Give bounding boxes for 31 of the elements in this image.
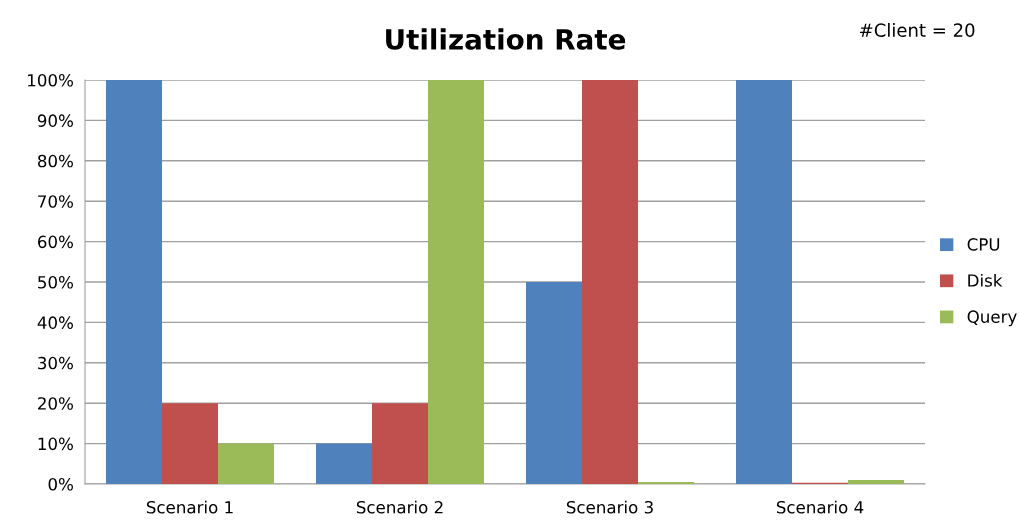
bar	[106, 80, 162, 484]
bar	[736, 80, 792, 484]
legend-label: CPU	[967, 238, 1000, 251]
y-tick-label: 50%	[38, 275, 73, 289]
bar	[526, 282, 582, 484]
bar	[218, 443, 274, 484]
bar	[372, 403, 428, 484]
y-tick-label: 0%	[48, 477, 73, 491]
x-tick-label: Scenario 2	[356, 500, 443, 514]
y-tick-label: 90%	[37, 114, 73, 127]
y-tick-label: 20%	[38, 397, 73, 410]
x-tick-label: Scenario 4	[776, 500, 864, 514]
y-tick-label: 40%	[37, 316, 73, 329]
x-tick-label: Scenario 3	[566, 500, 653, 514]
bar	[638, 481, 694, 484]
y-tick-label: 70%	[38, 195, 73, 208]
y-tick-label: 10%	[38, 437, 73, 451]
y-tick-label: 30%	[38, 356, 73, 370]
bar	[316, 443, 372, 484]
bar	[162, 403, 218, 484]
bar	[848, 479, 904, 484]
text: #Client = 20	[860, 23, 975, 37]
legend-label: Query	[967, 310, 1017, 327]
bar	[428, 80, 484, 484]
x-tick-label: Scenario 1	[146, 500, 233, 514]
y-tick-label: 80%	[37, 154, 73, 168]
y-tick-label: 60%	[38, 235, 73, 249]
bar	[582, 80, 638, 484]
legend-label: Disk	[968, 273, 1003, 287]
y-tick-label: 100%	[28, 73, 73, 87]
chart-title: Utilization Rate	[386, 28, 626, 50]
